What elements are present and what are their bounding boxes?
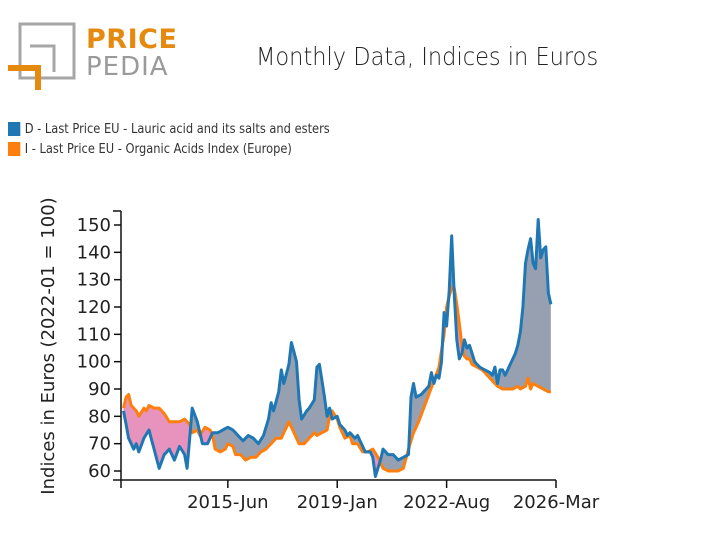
y-tick-label: 130 [77,270,111,291]
legend: D - Last Price EU - Lauric acid and its … [8,119,374,159]
y-tick-label: 80 [88,406,111,427]
legend-swatch-d [8,122,21,136]
x-axis: 2015-Jun 2019-Jan 2022-Aug 2026-Mar [120,479,600,513]
y-tick-label: 60 [88,461,111,482]
series-lines [122,218,553,478]
legend-item-d[interactable]: D - Last Price EU - Lauric acid and its … [8,119,330,139]
y-tick-label: 110 [77,324,111,345]
pricepedia-logo: PRICE PEDIA [8,22,177,94]
y-tick-label: 70 [88,434,111,455]
y-tick-label: 90 [88,379,111,400]
fill-layer [123,219,551,477]
legend-swatch-i [8,142,21,156]
legend-item-i[interactable]: I - Last Price EU - Organic Acids Index … [8,139,330,159]
legend-label-d: D - Last Price EU - Lauric acid and its … [24,121,330,137]
x-tick-label: 2026-Mar [513,492,600,513]
y-axis-label: Indices in Euros (2022-01 = 100) [38,197,59,494]
y-tick-label: 100 [77,352,111,373]
legend-label-i: I - Last Price EU - Organic Acids Index … [24,141,292,157]
x-tick-label: 2015-Jun [187,492,268,513]
y-axis: 60 70 80 90 100 110 120 130 140 150 [77,210,122,482]
logo-mark-icon [8,22,76,90]
fill-i-above-d [123,287,551,477]
chart-title: Monthly Data, Indices in Euros [256,42,599,71]
y-tick-label: 150 [77,215,111,236]
series-line-d [122,218,553,478]
logo-text-pedia: PEDIA [86,52,169,82]
x-tick-label: 2022-Aug [403,492,490,513]
logo-text-price: PRICE [86,24,178,55]
x-tick-label: 2019-Jan [297,492,378,513]
y-tick-label: 140 [77,242,111,263]
y-tick-label: 120 [77,297,111,318]
